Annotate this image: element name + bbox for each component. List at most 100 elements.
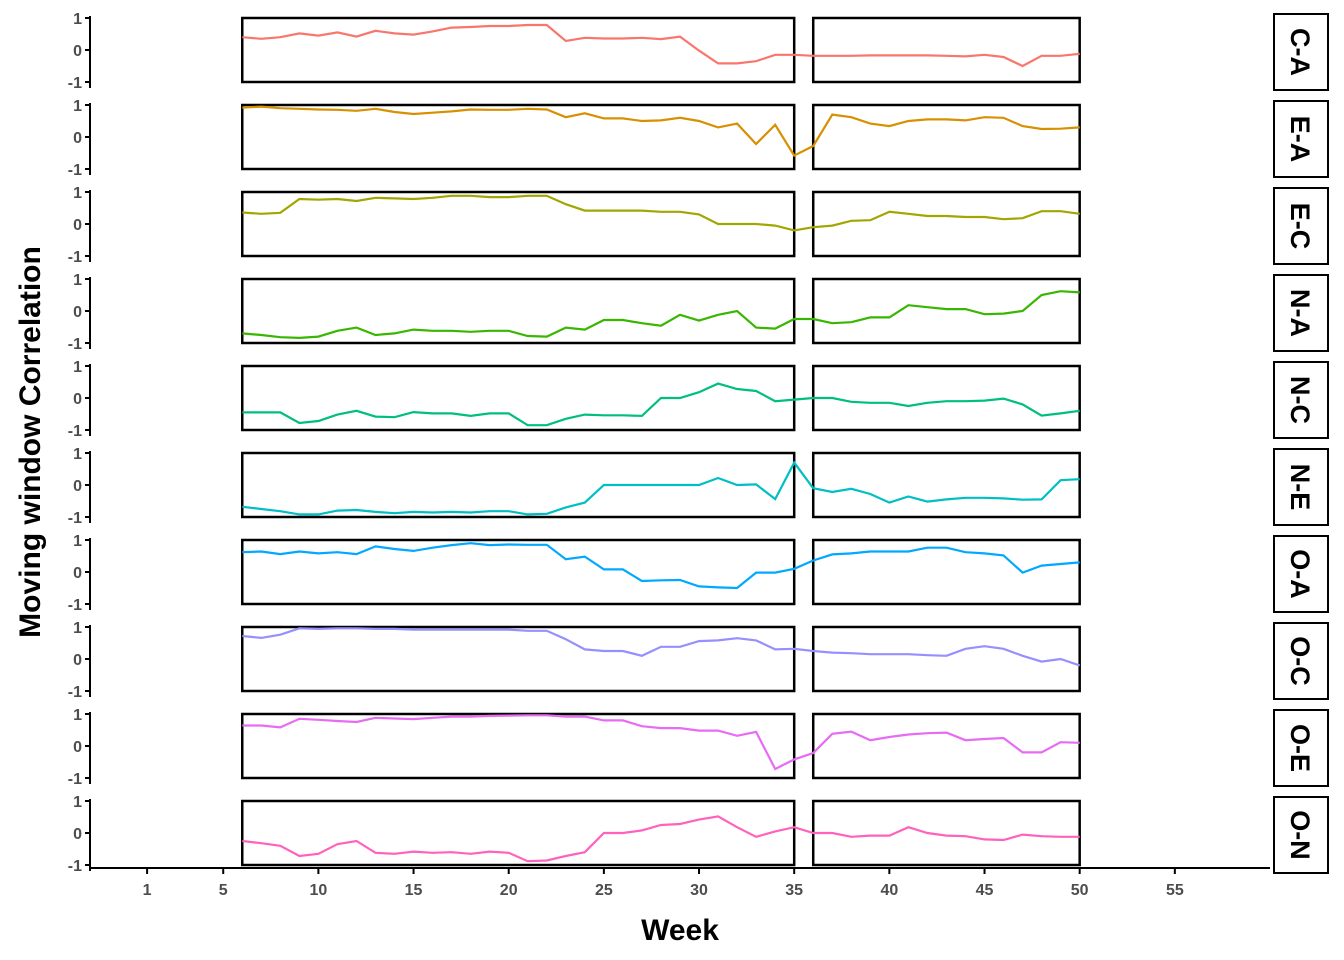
strip-box — [1273, 187, 1329, 265]
window-box — [241, 625, 796, 693]
series-line-n-a — [242, 290, 1080, 340]
window-box — [241, 103, 796, 171]
y-tick-label: 0 — [73, 43, 82, 60]
window-box — [811, 538, 1081, 606]
x-tick-label: 5 — [219, 882, 228, 899]
facet-panel-e-c: 1 0 -1 E-C — [68, 185, 1329, 266]
y-tick-label: 0 — [73, 130, 82, 147]
window-box — [241, 799, 796, 867]
y-tick-label: 1 — [73, 446, 82, 463]
x-tick-label: 30 — [690, 882, 708, 899]
y-tick-label: -1 — [68, 249, 82, 266]
window-box — [811, 103, 1081, 171]
y-tick-label: 1 — [73, 533, 82, 550]
facet-panel-o-c: 1 0 -1 O-C — [68, 620, 1329, 701]
window-box — [811, 364, 1081, 432]
y-tick-label: 0 — [73, 478, 82, 495]
facet-panel-o-e: 1 0 -1 O-E — [68, 707, 1329, 788]
series-line-e-c — [242, 194, 1080, 232]
strip-label: O-E — [1285, 724, 1315, 772]
x-axis-title: Week — [641, 914, 719, 947]
strip-label: N-E — [1285, 464, 1315, 511]
facet-panel-n-e: 1 0 -1 N-E — [68, 446, 1329, 527]
strip-label: C-A — [1285, 28, 1315, 76]
series-line-o-e — [242, 714, 1080, 771]
y-tick-label: 0 — [73, 826, 82, 843]
x-tick-label: 25 — [595, 882, 613, 899]
y-tick-label: -1 — [68, 75, 82, 92]
window-box — [811, 190, 1081, 258]
x-axis: 1 5 10 15 20 25 30 35 40 45 50 55 — [90, 867, 1270, 899]
window-box — [811, 16, 1081, 84]
facet-panel-o-n: 1 0 -1 O-N — [68, 794, 1329, 875]
window-box — [811, 712, 1081, 780]
y-tick-label: 0 — [73, 304, 82, 321]
y-tick-label: 1 — [73, 272, 82, 289]
window-box — [241, 277, 796, 345]
strip-box — [1273, 709, 1329, 787]
strip-label: O-N — [1285, 810, 1315, 860]
y-axis-title: Moving window Correlation — [14, 246, 47, 638]
x-tick-label: 45 — [976, 882, 994, 899]
y-tick-label: 0 — [73, 739, 82, 756]
series-line-e-a — [242, 105, 1080, 158]
facet-panel-o-a: 1 0 -1 O-A — [68, 533, 1329, 614]
strip-box — [1273, 622, 1329, 700]
strip-label: N-C — [1285, 376, 1315, 424]
window-box — [811, 451, 1081, 519]
series-line-o-n — [242, 815, 1080, 863]
x-tick-label: 35 — [785, 882, 803, 899]
x-tick-label: 55 — [1166, 882, 1184, 899]
y-tick-label: -1 — [68, 162, 82, 179]
y-tick-label: 0 — [73, 391, 82, 408]
strip-box — [1273, 361, 1329, 439]
window-box — [241, 538, 796, 606]
y-tick-label: 1 — [73, 359, 82, 376]
strip-label: N-A — [1285, 289, 1315, 337]
window-box — [241, 190, 796, 258]
y-tick-label: -1 — [68, 771, 82, 788]
series-line-o-c — [242, 627, 1081, 667]
y-tick-label: 1 — [73, 98, 82, 115]
series-line-c-a — [242, 23, 1080, 68]
strip-box — [1273, 13, 1329, 91]
x-tick-label: 40 — [880, 882, 898, 899]
x-tick-label: 15 — [405, 882, 423, 899]
facet-panels: 1 0 -1 C-A 1 0 -1 E-A 1 0 -1 E-C 1 0 -1 N-A 1 0 -1 N-C 1 0 -1 N… — [68, 11, 1329, 875]
y-tick-label: -1 — [68, 423, 82, 440]
y-tick-label: 0 — [73, 652, 82, 669]
strip-box — [1273, 448, 1329, 526]
y-tick-label: -1 — [68, 858, 82, 875]
window-box — [241, 16, 796, 84]
series-line-n-c — [242, 382, 1080, 427]
window-box — [811, 625, 1081, 693]
facet-panel-n-c: 1 0 -1 N-C — [68, 359, 1329, 440]
y-tick-label: 1 — [73, 707, 82, 724]
facet-panel-n-a: 1 0 -1 N-A — [68, 272, 1329, 353]
x-tick-label: 20 — [500, 882, 518, 899]
y-tick-label: -1 — [68, 597, 82, 614]
y-tick-label: 1 — [73, 11, 82, 28]
x-tick-label: 1 — [143, 882, 152, 899]
facet-panel-c-a: 1 0 -1 C-A — [68, 11, 1329, 92]
y-tick-label: 1 — [73, 794, 82, 811]
strip-box — [1273, 796, 1329, 874]
x-tick-label: 50 — [1071, 882, 1089, 899]
y-tick-label: 0 — [73, 217, 82, 234]
y-tick-label: -1 — [68, 336, 82, 353]
y-tick-label: 1 — [73, 185, 82, 202]
window-box — [241, 712, 796, 780]
y-tick-label: 0 — [73, 565, 82, 582]
series-line-n-e — [242, 460, 1080, 516]
strip-label: E-A — [1285, 116, 1315, 163]
strip-box — [1273, 535, 1329, 613]
y-tick-label: -1 — [68, 510, 82, 527]
strip-label: O-C — [1285, 636, 1315, 686]
y-tick-label: 1 — [73, 620, 82, 637]
y-tick-label: -1 — [68, 684, 82, 701]
series-line-o-a — [242, 542, 1080, 590]
strip-label: O-A — [1285, 549, 1315, 599]
window-box — [241, 364, 796, 432]
strip-box — [1273, 274, 1329, 352]
